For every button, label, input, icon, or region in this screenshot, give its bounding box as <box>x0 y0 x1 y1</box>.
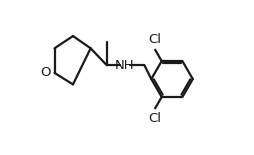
Text: O: O <box>40 66 51 79</box>
Text: Cl: Cl <box>148 33 161 46</box>
Text: Cl: Cl <box>148 112 161 125</box>
Text: NH: NH <box>114 59 134 72</box>
